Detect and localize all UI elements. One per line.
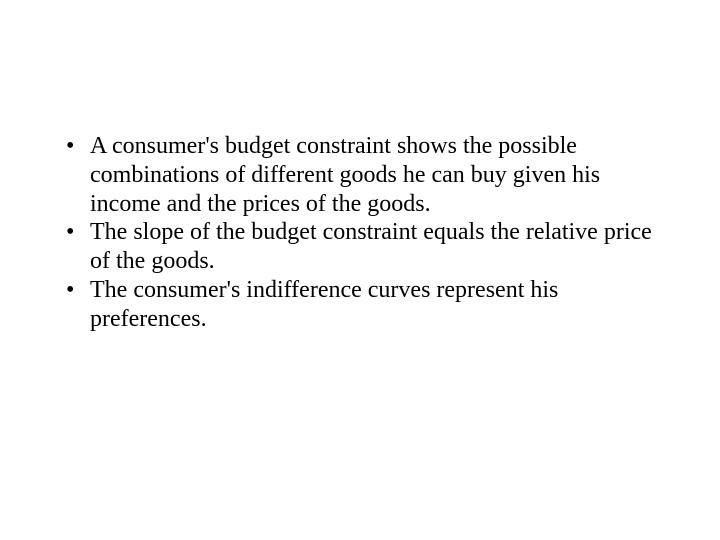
bullet-list: A consumer's budget constraint shows the… [62,132,658,334]
list-item: The slope of the budget constraint equal… [62,218,658,276]
bullet-text: The slope of the budget constraint equal… [90,219,652,274]
bullet-text: A consumer's budget constraint shows the… [90,133,600,217]
bullet-text: The consumer's indifference curves repre… [90,277,558,332]
slide-content: A consumer's budget constraint shows the… [62,132,658,334]
list-item: The consumer's indifference curves repre… [62,276,658,334]
list-item: A consumer's budget constraint shows the… [62,132,658,218]
